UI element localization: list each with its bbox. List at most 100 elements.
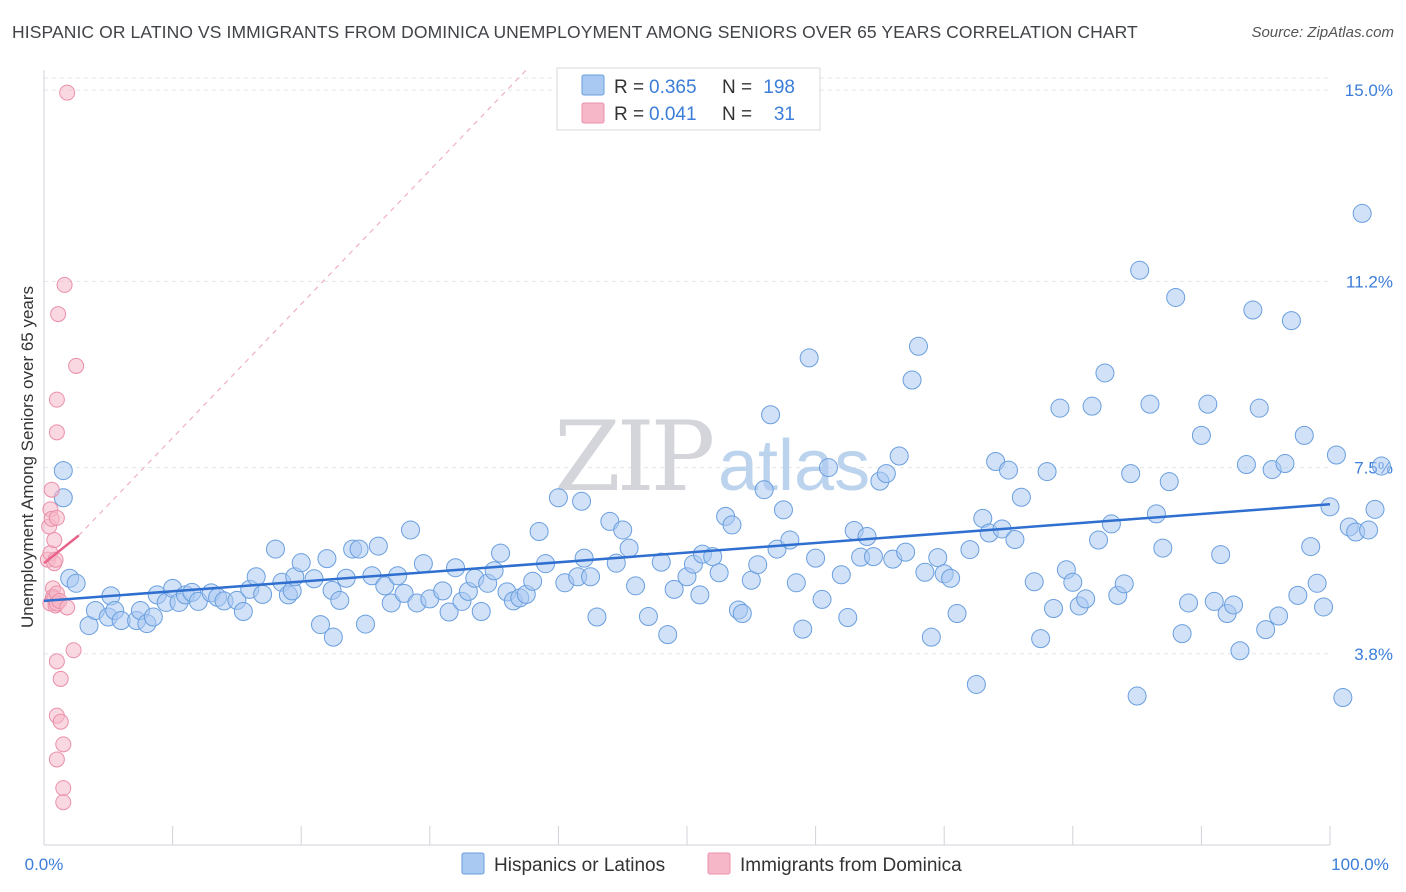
hispanics-point [626,576,646,596]
hispanics-point [902,370,922,390]
hispanics-point [613,520,633,540]
hispanics-point [1224,595,1244,615]
hispanics-point [349,539,369,559]
hispanics-point [1063,572,1083,592]
y-axis-title: Unemployment Among Seniors over 65 years [18,286,37,628]
dominica-point [55,780,72,797]
stats-r-value-dominica: 0.041 [649,104,697,125]
hispanics-point [1314,597,1334,617]
hispanics-point [1172,624,1192,644]
hispanics-point [1307,573,1327,593]
x-tick-marks [43,826,1331,845]
hispanics-point [1198,394,1218,414]
hispanics-point [1024,572,1044,592]
hispanics-point [1230,641,1250,661]
dominica-point [48,509,65,526]
stats-n-value-dominica: 31 [774,104,795,125]
hispanics-point [651,552,671,572]
hispanics-point [1236,455,1256,475]
hispanics-point [1365,499,1385,519]
hispanics-point [439,602,459,622]
hispanics-point [1095,363,1115,383]
hispanics-point [793,619,813,639]
hispanics-point [1320,497,1340,517]
hispanics-point [857,527,877,547]
hispanics-point [143,607,163,627]
hispanics-point [1011,487,1031,507]
hispanics-point [433,581,453,601]
hispanics-point [838,608,858,628]
hispanics-point [690,585,710,605]
trend-lines [43,69,1331,603]
hispanics-point [1191,425,1211,445]
hispanics-point [368,536,388,556]
hispanics-point [446,558,466,578]
series-dominica-points [39,84,85,811]
hispanics-point [941,568,961,588]
hispanics-point [291,553,311,573]
hispanics-point [1153,538,1173,558]
y-tick-label: 11.2% [1346,272,1393,291]
hispanics-point [1326,445,1346,465]
stats-n-label-dominica: N = [722,104,752,125]
dominica-point [59,84,76,101]
hispanics-point [1301,537,1321,557]
hispanics-point [1166,287,1186,307]
dominica-point [56,276,73,293]
x-tick-label-min: 0.0% [25,855,64,874]
trend-line-dominica [43,534,80,565]
stats-swatch-dominica [581,102,605,124]
hispanics-point [1130,260,1150,280]
hispanics-point [889,446,909,466]
hispanics-point [1211,545,1231,565]
hispanics-point [908,336,928,356]
hispanics-point [1050,398,1070,418]
hispanics-point [1089,530,1109,550]
dominica-point [68,357,85,374]
hispanics-point [1256,620,1276,640]
dominica-point [46,532,63,549]
hispanics-point [581,567,601,587]
dominica-point [43,481,60,498]
hispanics-point [310,615,330,635]
stats-swatch-hispanics [581,74,605,96]
hispanics-point [53,461,73,481]
dominica-point [48,751,65,768]
stats-r-label-dominica: R = [614,104,644,125]
hispanics-point [246,567,266,587]
hispanics-point [317,549,337,569]
hispanics-point [1288,585,1308,605]
hispanics-point [1333,688,1353,708]
hispanics-point [754,480,774,500]
hispanics-point [999,460,1018,480]
hispanics-point [619,538,639,558]
hispanics-point [812,589,832,609]
hispanics-point [1249,398,1269,418]
dominica-point [52,670,69,687]
hispanics-point [375,576,395,596]
y-tick-label: 3.8% [1354,645,1393,664]
hispanics-point [1140,394,1160,414]
hispanics-point [491,543,511,563]
legend-label-hispanics: Hispanics or Latinos [494,855,665,876]
hispanics-point [831,565,851,585]
hispanics-point [960,540,980,560]
chart-title: HISPANIC OR LATINO VS IMMIGRANTS FROM DO… [12,22,1138,42]
hispanics-point [587,607,607,627]
hispanics-point [876,464,896,484]
hispanics-point [1204,591,1224,611]
hispanics-point [1037,462,1057,482]
dominica-point [55,736,72,753]
hispanics-point [1371,456,1391,476]
hispanics-point [471,601,491,621]
trend-line-dominica-extension [78,69,527,536]
hispanics-point [1005,530,1025,550]
hispanics-point [394,583,414,603]
hispanics-point [1294,425,1314,445]
hispanics-point [1121,464,1141,484]
dominica-point [48,391,65,408]
hispanics-point [748,555,768,575]
hispanics-point [1275,454,1295,474]
hispanics-point [1269,606,1289,626]
x-tick-label-max: 100.0% [1331,855,1389,874]
